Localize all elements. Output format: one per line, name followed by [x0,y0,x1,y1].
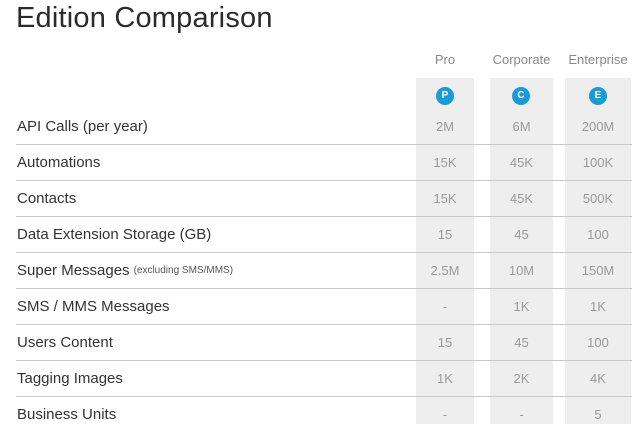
cell-enterprise: 150M [581,262,615,278]
row-label: Contacts [17,180,76,216]
cell-corporate: 6M [512,118,531,134]
row-label: API Calls (per year) [17,108,148,144]
row-label: Data Extension Storage (GB) [17,216,211,252]
cell-pro: - [442,406,448,422]
cell-enterprise: 100K [582,154,614,170]
row-label: Tagging Images [17,360,123,396]
cell-enterprise: 100 [587,334,609,350]
row-divider [16,396,632,397]
row-divider [16,216,632,217]
row-label-text: Super Messages [17,261,130,279]
row-divider [16,360,632,361]
cell-pro: - [442,298,448,314]
cell-corporate: - [519,406,524,422]
table-row: Data Extension Storage (GB) 15 45 100 [16,216,632,252]
table-row: API Calls (per year) 2M 6M 200M [16,108,632,144]
cell-pro: 15 [437,334,453,350]
cell-enterprise: 100 [587,226,609,242]
cell-corporate: 1K [513,298,530,314]
row-divider [16,288,632,289]
page-title: Edition Comparison [16,2,273,34]
corporate-badge-icon: C [512,87,530,105]
cell-pro: 15K [433,190,457,206]
row-label-note: (excluding SMS/MMS) [133,264,234,276]
cell-enterprise: 1K [590,298,606,314]
row-divider [16,252,632,253]
enterprise-badge-icon: E [589,87,607,105]
table-row: Automations 15K 45K 100K [16,144,632,180]
row-label: Super Messages (excluding SMS/MMS) [17,252,233,288]
table-row: Super Messages (excluding SMS/MMS) 2.5M 10M… [16,252,632,288]
row-label: Business Units [17,396,116,432]
pro-column-background [416,78,474,424]
cell-corporate: 45 [514,334,529,350]
table-row: SMS / MMS Messages - 1K 1K [16,288,632,324]
row-label-text: API Calls (per year) [17,117,148,135]
cell-pro: 15 [437,226,453,242]
table-row: Business Units - - 5 [16,396,632,432]
pro-badge-icon: P [436,87,454,105]
row-label-text: Tagging Images [17,369,123,387]
cell-pro: 15K [433,154,457,170]
cell-enterprise: 500K [582,190,614,206]
cell-enterprise: 4K [590,370,606,386]
cell-enterprise: 5 [594,406,602,422]
row-label-text: Contacts [17,189,77,207]
row-label-text: Users Content [17,333,113,351]
row-divider [16,144,632,145]
row-divider [16,324,632,325]
row-label-text: SMS / MMS Messages [17,297,170,315]
cell-pro: 2.5M [430,262,460,278]
row-label-text: Automations [17,153,101,171]
table-row: Users Content 15 45 100 [16,324,632,360]
cell-enterprise: 200M [581,118,615,134]
row-divider [16,180,632,181]
column-header-pro: Pro [434,52,456,67]
table-row: Contacts 15K 45K 500K [16,180,632,216]
table-row: Tagging Images 1K 2K 4K [16,360,632,396]
row-label: Users Content [17,324,113,360]
enterprise-column-background [565,78,631,424]
cell-pro: 2M [435,118,455,134]
row-label-text: Data Extension Storage (GB) [17,225,212,243]
cell-corporate: 45K [509,154,534,170]
row-label-text: Business Units [17,405,117,423]
column-header-enterprise: Enterprise [568,52,628,67]
row-label: Automations [17,144,100,180]
cell-corporate: 10M [508,262,535,278]
corporate-column-background [490,78,553,424]
cell-pro: 1K [437,370,453,386]
cell-corporate: 2K [513,370,530,386]
row-label: SMS / MMS Messages [17,288,170,324]
cell-corporate: 45 [514,226,529,242]
column-header-corporate: Corporate [492,52,551,67]
cell-corporate: 45K [509,190,534,206]
